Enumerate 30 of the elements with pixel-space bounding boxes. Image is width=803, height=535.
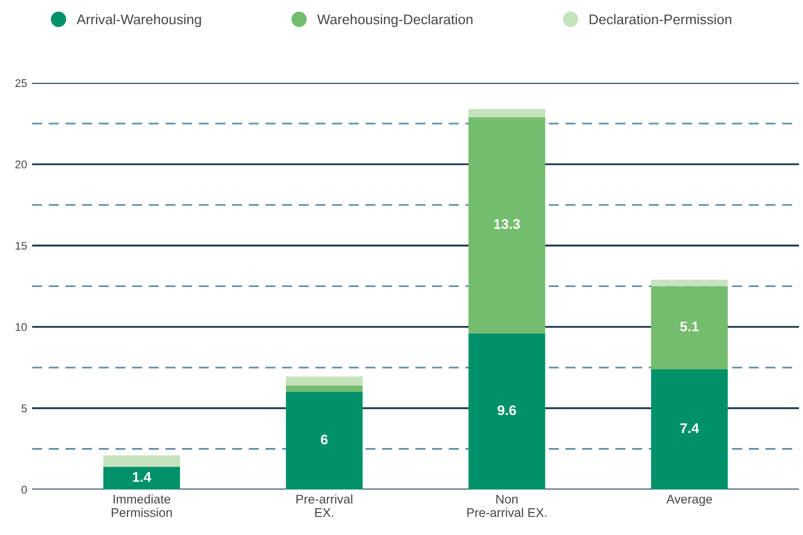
data-label: 7.4 (680, 423, 700, 433)
x-tick-label: Non Pre-arrival EX. (467, 494, 546, 518)
y-tick-label: 0 (22, 486, 27, 494)
y-tick-label: 10 (16, 323, 27, 332)
legend-label: Arrival-Warehousing (76, 14, 201, 28)
legend-label: Declaration-Permission (590, 14, 732, 24)
data-label: 5.1 (680, 322, 699, 332)
bar (286, 385, 363, 392)
data-label: 9.6 (498, 405, 516, 416)
x-tick-label: Average (666, 494, 712, 506)
bar (651, 286, 728, 370)
y-tick-label: 5 (22, 404, 27, 412)
bar (468, 108, 546, 118)
legend-label: Warehousing-Declaration (317, 14, 472, 28)
x-tick-label: Immediate Permission (112, 494, 172, 518)
bar (651, 369, 728, 490)
bar (651, 280, 728, 286)
x-tick-label: Pre-arrival EX. (296, 494, 352, 517)
y-tick-label: 20 (15, 160, 27, 168)
bar (286, 376, 363, 386)
data-label: 1.4 (132, 472, 152, 482)
data-label: 6 (320, 434, 328, 444)
bar (468, 117, 546, 334)
y-tick-label: 15 (16, 242, 27, 250)
y-tick-label: 25 (15, 79, 27, 88)
data-label: 13.3 (494, 219, 520, 229)
bar (103, 455, 180, 467)
bar (468, 333, 546, 490)
bar (103, 466, 180, 490)
bar (286, 392, 363, 490)
